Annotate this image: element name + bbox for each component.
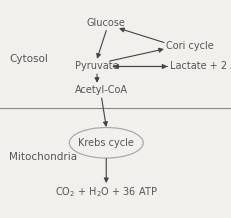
Text: Acetyl-CoA: Acetyl-CoA xyxy=(75,85,128,95)
Text: Mitochondria: Mitochondria xyxy=(9,152,77,162)
Text: Glucose: Glucose xyxy=(87,18,126,28)
Text: Pyruvate: Pyruvate xyxy=(75,61,119,72)
Text: Cori cycle: Cori cycle xyxy=(166,41,214,51)
Text: Krebs cycle: Krebs cycle xyxy=(78,138,134,148)
Text: CO$_2$ + H$_2$O + 36 ATP: CO$_2$ + H$_2$O + 36 ATP xyxy=(55,185,158,199)
Text: Lactate + 2 ATP: Lactate + 2 ATP xyxy=(170,61,231,72)
Text: Cytosol: Cytosol xyxy=(9,54,48,64)
